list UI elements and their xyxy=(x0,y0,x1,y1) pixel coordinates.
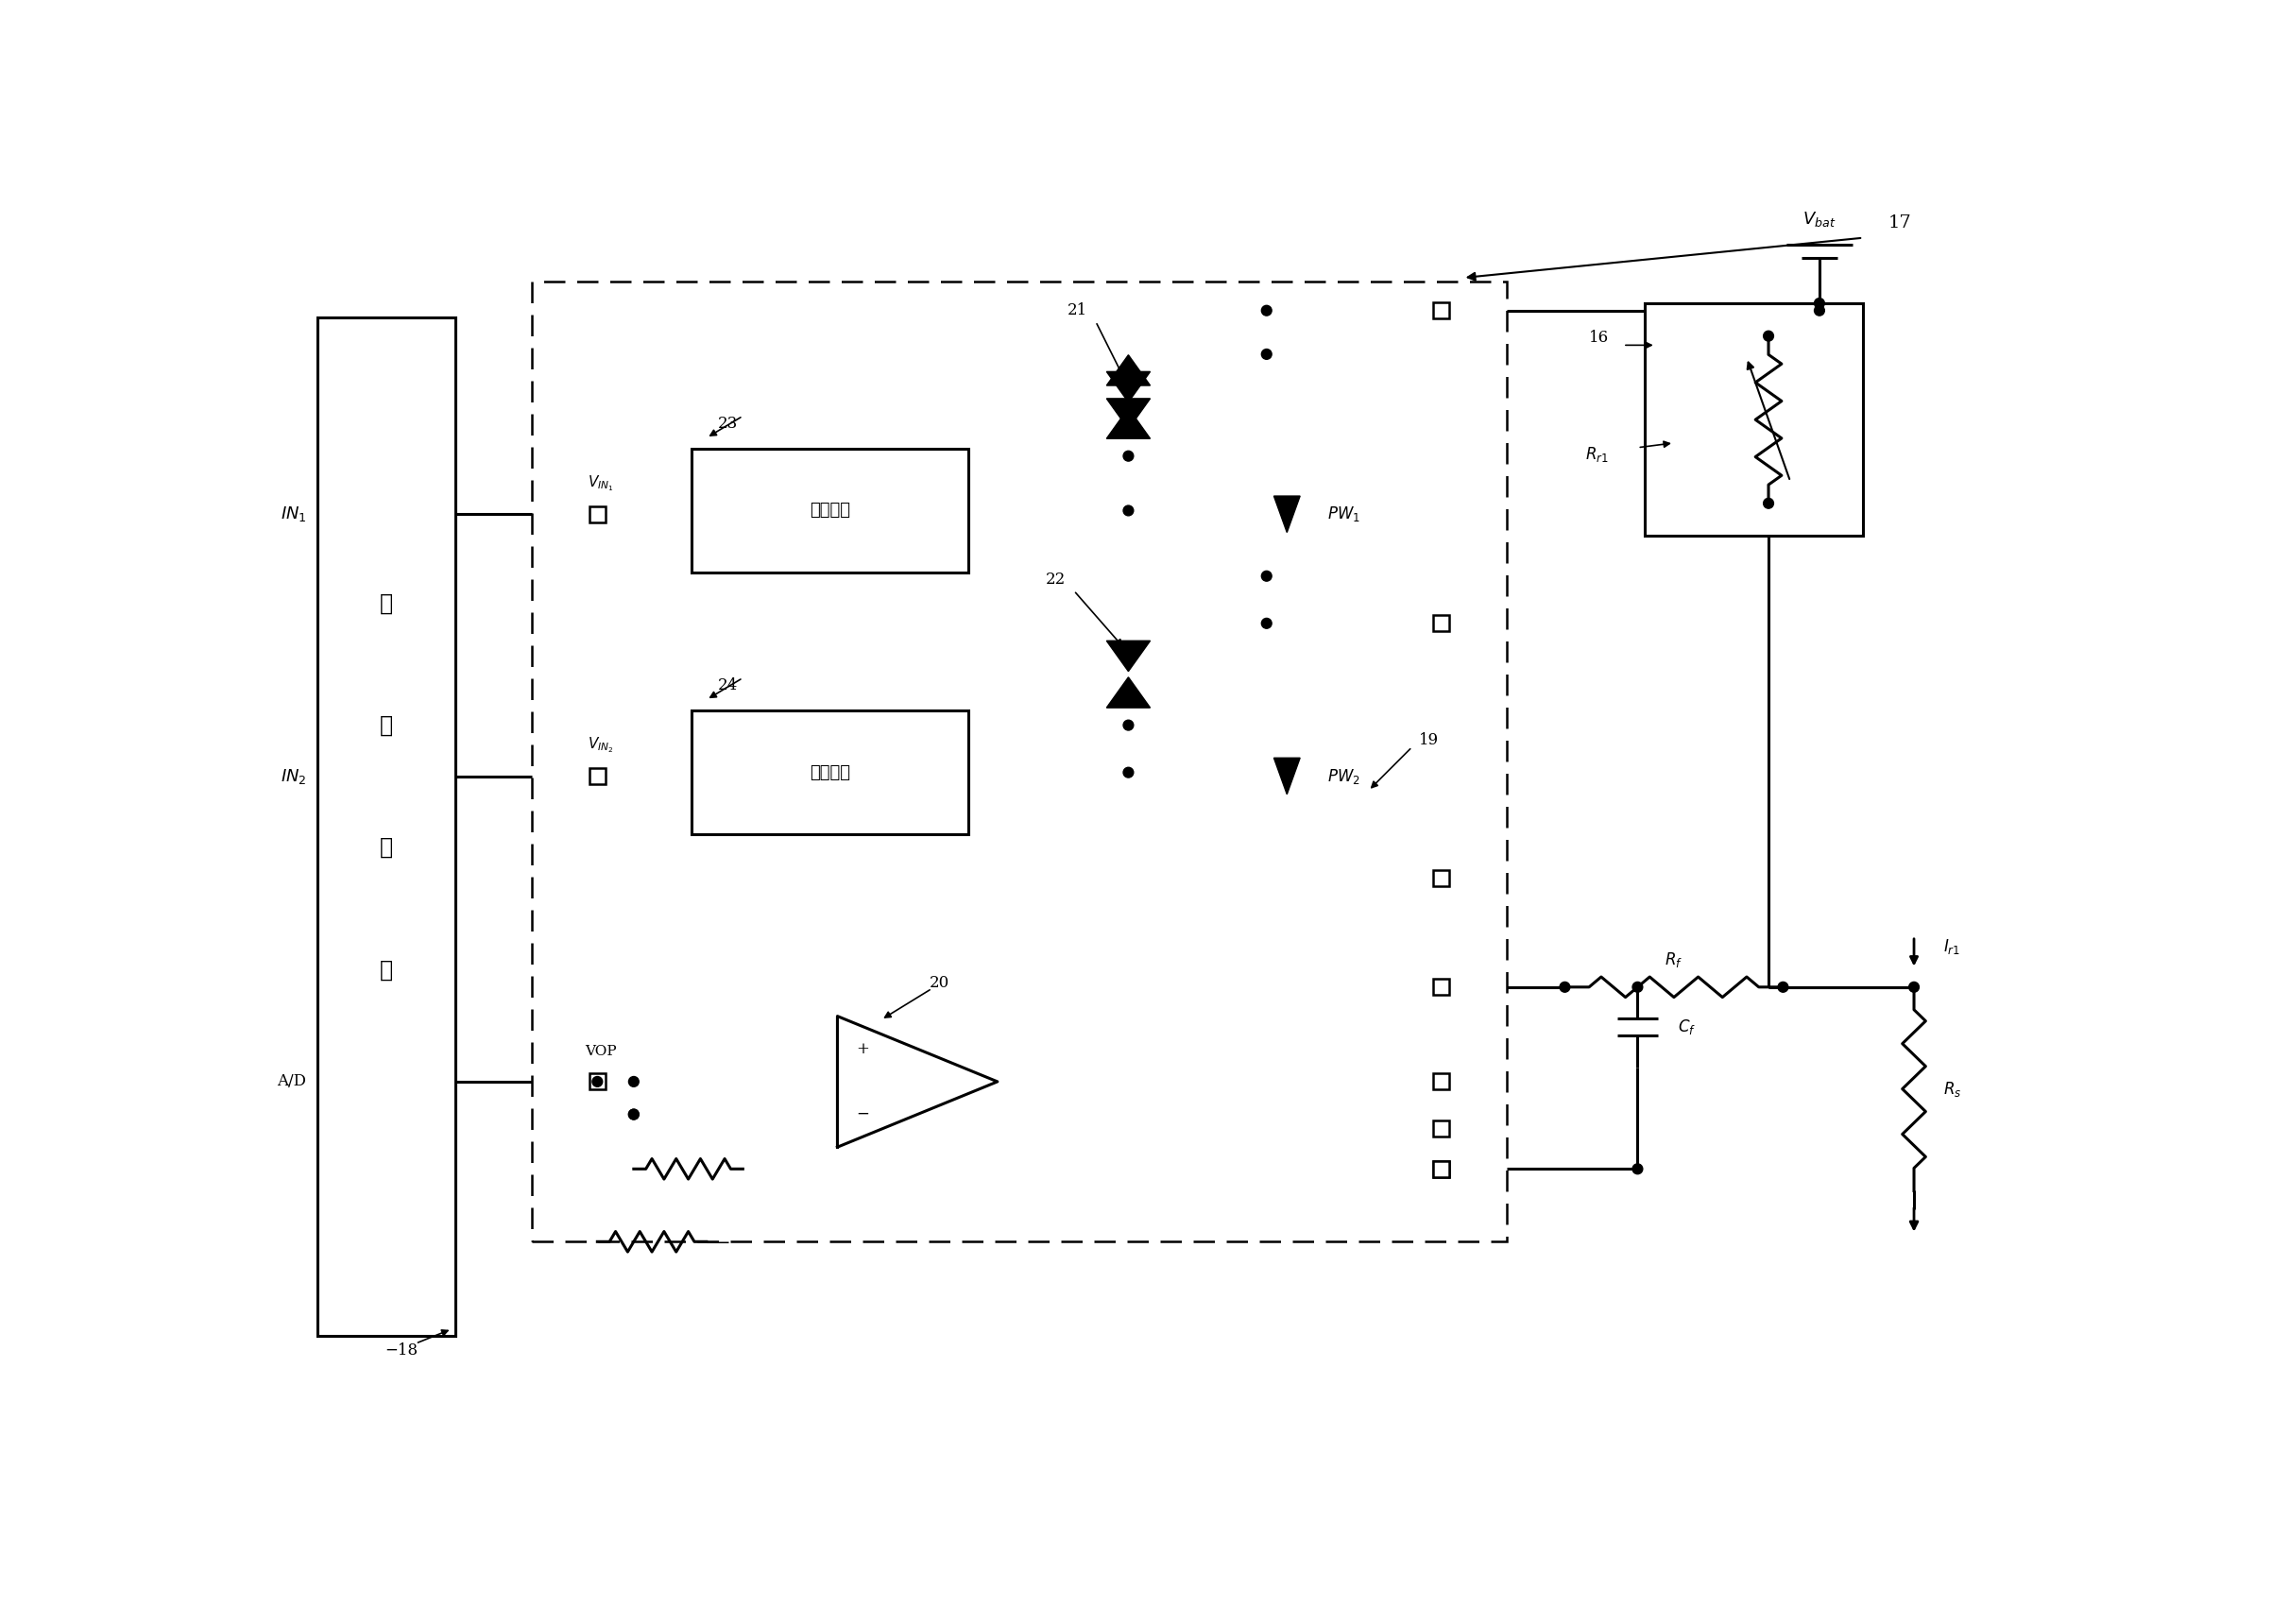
Circle shape xyxy=(1779,983,1788,992)
Bar xyxy=(318,318,456,1337)
Text: 处: 处 xyxy=(380,715,394,737)
Circle shape xyxy=(1632,1164,1644,1174)
Bar xyxy=(1433,870,1449,887)
Polygon shape xyxy=(1275,495,1300,533)
Text: −: − xyxy=(856,1106,870,1122)
Circle shape xyxy=(1261,349,1273,359)
Text: $I_{r1}$: $I_{r1}$ xyxy=(1943,937,1959,957)
Circle shape xyxy=(1559,983,1570,992)
Text: $IN_2$: $IN_2$ xyxy=(279,767,307,786)
Bar xyxy=(1433,302,1449,318)
Text: 24: 24 xyxy=(719,677,739,693)
Text: $PW_2$: $PW_2$ xyxy=(1328,767,1360,786)
Bar xyxy=(588,507,604,523)
Text: $PW_1$: $PW_1$ xyxy=(1328,505,1360,523)
Text: $R_s$: $R_s$ xyxy=(1943,1080,1962,1098)
Text: 21: 21 xyxy=(1067,302,1087,318)
Text: 23: 23 xyxy=(719,416,739,432)
Polygon shape xyxy=(1106,641,1149,671)
Circle shape xyxy=(629,1077,639,1086)
Circle shape xyxy=(1632,983,1644,992)
Circle shape xyxy=(1124,451,1133,461)
Bar xyxy=(588,1073,604,1090)
Circle shape xyxy=(1909,983,1918,992)
Text: 17: 17 xyxy=(1888,214,1911,232)
Text: 理: 理 xyxy=(380,836,394,859)
Circle shape xyxy=(1124,505,1133,516)
Polygon shape xyxy=(1106,356,1149,385)
Text: 20: 20 xyxy=(929,976,950,992)
Circle shape xyxy=(1763,331,1774,341)
Bar xyxy=(1433,1121,1449,1137)
Text: $V_{IN_1}$: $V_{IN_1}$ xyxy=(588,474,613,494)
Bar xyxy=(588,768,604,784)
Text: 微: 微 xyxy=(380,591,394,614)
Polygon shape xyxy=(1106,372,1149,403)
Polygon shape xyxy=(1106,677,1149,708)
Text: A/D: A/D xyxy=(277,1073,307,1090)
Polygon shape xyxy=(1106,398,1149,429)
Bar xyxy=(1433,979,1449,996)
Text: $V_{bat}$: $V_{bat}$ xyxy=(1804,209,1836,229)
Circle shape xyxy=(1261,305,1273,315)
Circle shape xyxy=(593,1077,602,1086)
Bar xyxy=(1433,1161,1449,1177)
Text: VOP: VOP xyxy=(586,1044,616,1057)
Text: 19: 19 xyxy=(1419,732,1440,747)
Text: $R_f$: $R_f$ xyxy=(1664,950,1682,970)
Circle shape xyxy=(629,1109,639,1119)
Circle shape xyxy=(1763,499,1774,508)
Bar xyxy=(531,281,1506,1242)
Text: 驱动电路: 驱动电路 xyxy=(810,502,852,520)
Circle shape xyxy=(1815,299,1824,309)
Text: 驱动电路: 驱动电路 xyxy=(810,763,852,781)
Circle shape xyxy=(1261,619,1273,628)
Circle shape xyxy=(1124,719,1133,731)
Bar xyxy=(691,711,968,835)
Text: $V_{IN_2}$: $V_{IN_2}$ xyxy=(588,736,613,755)
Text: 22: 22 xyxy=(1046,572,1067,588)
Text: $IN_1$: $IN_1$ xyxy=(279,505,307,523)
Text: −18: −18 xyxy=(385,1343,417,1359)
Bar xyxy=(1433,1073,1449,1090)
Polygon shape xyxy=(1106,408,1149,438)
Circle shape xyxy=(1815,305,1824,315)
Text: $R_{r1}$: $R_{r1}$ xyxy=(1584,445,1609,464)
Bar xyxy=(1433,1161,1449,1177)
Text: +: + xyxy=(856,1041,870,1057)
Bar xyxy=(1646,304,1863,536)
Bar xyxy=(1433,615,1449,632)
Circle shape xyxy=(1124,768,1133,778)
Text: $C_f$: $C_f$ xyxy=(1678,1018,1696,1036)
Circle shape xyxy=(1261,572,1273,581)
Bar xyxy=(691,448,968,572)
Polygon shape xyxy=(1275,758,1300,794)
Circle shape xyxy=(629,1109,639,1119)
Text: 16: 16 xyxy=(1589,330,1609,346)
Text: 器: 器 xyxy=(380,958,394,981)
